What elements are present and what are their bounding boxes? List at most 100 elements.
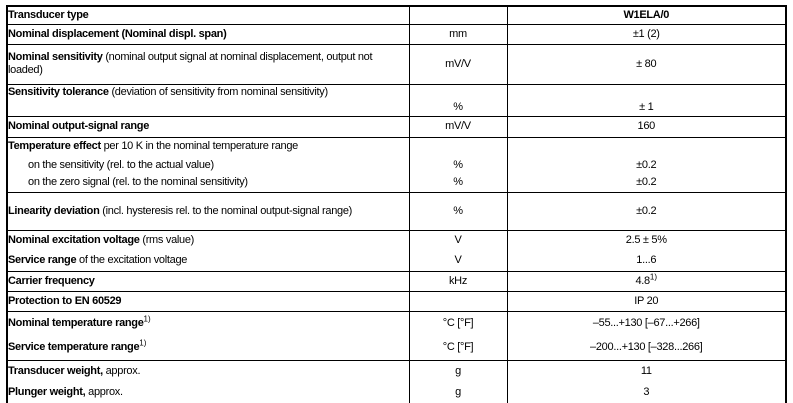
table-row-plunger-weight: Plunger weight, approx. g 3 [7,382,786,403]
row-value: ±0.2 [506,156,786,174]
row-label: Protection to EN 60529 [7,290,409,311]
table-row-nominal-displacement: Nominal displacement (Nominal displ. spa… [7,23,786,44]
row-label-text: Transducer type [8,8,89,21]
row-label-text: Service range [8,254,77,267]
row-unit: g [408,359,507,382]
row-unit: mV/V [408,115,507,137]
row-value: ± 80 [506,43,786,84]
row-unit: g [408,382,507,403]
row-value: 2.5 ± 5% [506,229,786,251]
row-value: –55...+130 [–67...+266] [506,310,786,336]
row-label: Transducer type [7,5,409,24]
row-label: on the zero signal (rel. to the nominal … [28,176,248,189]
table-row-temperature-effect: Temperature effect per 10 K in the nomin… [7,136,786,156]
row-label-text: Plunger weight, [8,386,86,398]
table-row-temp-effect-sensitivity: on the sensitivity (rel. to the actual v… [7,156,786,174]
table-row-sensitivity-tolerance: Sensitivity tolerance (deviation of sens… [7,83,786,100]
row-unit [408,83,507,100]
row-unit [408,136,507,156]
row-value: IP 20 [506,290,786,311]
row-label-text: Temperature effect [8,140,101,153]
row-label: Nominal displacement (Nominal displ. spa… [7,23,409,44]
row-label-detail: per 10 K in the nominal temperature rang… [100,140,299,153]
row-label-detail: (incl. hysteresis rel. to the nominal ou… [99,204,353,217]
row-value: ±0.2 [506,191,786,230]
row-unit: % [408,174,507,192]
row-label: Nominal temperature range1) [7,310,409,336]
row-label: Service range of the excitation voltage [7,251,409,271]
row-value: –200...+130 [–328...266] [506,336,786,360]
row-label-text: Sensitivity tolerance [8,85,109,98]
row-label-detail: of the excitation voltage [76,254,188,267]
row-unit: °C [°F] [408,336,507,360]
row-value [506,136,786,156]
row-unit: kHz [408,270,507,291]
row-unit: °C [°F] [408,310,507,336]
table-row-nominal-sensitivity: Nominal sensitivity (nominal output sign… [7,43,786,84]
row-value-text: 4.8 [635,274,650,287]
row-label: Sensitivity tolerance (deviation of sens… [7,83,409,100]
row-label: Service temperature range1) [7,336,409,360]
row-label: Linearity deviation (incl. hysteresis re… [7,191,409,230]
row-value: ± 1 [506,100,786,116]
row-value [506,83,786,100]
table-row-sensitivity-tolerance-values: % ± 1 [7,100,786,116]
row-label-text: Protection to EN 60529 [8,294,122,307]
row-unit: V [408,251,507,271]
row-label-text: Nominal output-signal range [8,120,150,132]
row-value: 1...6 [506,251,786,271]
spec-table: Transducer type W1ELA/0 Nominal displace… [6,5,787,403]
row-label: Temperature effect per 10 K in the nomin… [7,136,409,156]
table-row-nominal-output-signal-range: Nominal output-signal range mV/V 160 [7,115,786,137]
row-label [7,100,409,116]
row-label-text: Transducer weight, [8,364,103,377]
row-label-detail: (rms value) [139,234,195,247]
row-label-detail: (deviation of sensitivity from nominal s… [108,85,328,98]
row-label: Nominal excitation voltage (rms value) [7,229,409,251]
row-unit: V [408,229,507,251]
row-unit [408,290,507,311]
row-value: 3 [506,382,786,403]
row-unit: % [408,156,507,174]
row-unit: % [408,100,507,116]
row-value: 4.81) [506,270,786,291]
row-label-detail: (nominal output signal at nominal displa… [8,51,373,76]
table-row-carrier-frequency: Carrier frequency kHz 4.81) [7,270,786,291]
row-unit [408,5,507,24]
table-row-temp-effect-zero-signal: on the zero signal (rel. to the nominal … [7,174,786,192]
table-row-transducer-type: Transducer type W1ELA/0 [7,5,786,24]
row-label-text: Nominal excitation voltage [8,234,140,247]
table-row-service-range-excitation: Service range of the excitation voltage … [7,251,786,271]
footnote-marker: 1) [143,314,151,324]
row-label: Transducer weight, approx. [7,359,409,382]
table-row-nominal-temperature-range: Nominal temperature range1) °C [°F] –55.… [7,310,786,336]
row-label: Nominal output-signal range [7,115,409,137]
row-label: Carrier frequency [7,270,409,291]
row-label: Nominal sensitivity (nominal output sign… [7,43,409,84]
footnote-marker: 1) [649,271,658,281]
row-value: ±0.2 [506,174,786,192]
row-label-text: Linearity deviation [8,204,100,217]
table-row-transducer-weight: Transducer weight, approx. g 11 [7,359,786,382]
table-row-linearity-deviation: Linearity deviation (incl. hysteresis re… [7,191,786,230]
row-label: Plunger weight, approx. [7,382,409,403]
row-value: W1ELA/0 [506,5,786,24]
row-value: 11 [506,359,786,382]
row-label-text: Service temperature range [8,341,140,354]
row-label-text: Nominal temperature range [8,317,144,330]
row-label-text: Nominal displacement (Nominal displ. spa… [8,27,227,40]
row-value: ±1 (2) [506,23,786,44]
row-label-detail: approx. [102,364,141,377]
row-label-detail: approx. [85,386,123,398]
row-label: on the sensitivity (rel. to the actual v… [28,158,214,171]
footnote-marker: 1) [139,338,147,348]
row-unit: mm [408,23,507,44]
row-value: 160 [506,115,786,137]
row-unit: % [408,191,507,230]
row-label-text: Nominal sensitivity [8,51,103,63]
table-row-protection: Protection to EN 60529 IP 20 [7,290,786,311]
row-label-text: Carrier frequency [8,274,95,287]
table-row-service-temperature-range: Service temperature range1) °C [°F] –200… [7,336,786,360]
table-row-nominal-excitation-voltage: Nominal excitation voltage (rms value) V… [7,229,786,251]
